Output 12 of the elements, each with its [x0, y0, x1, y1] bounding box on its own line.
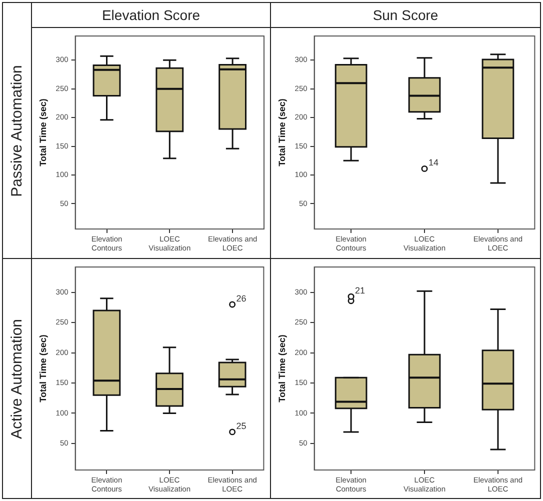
y-axis-title: Total Time (sec)	[276, 98, 287, 166]
y-axis-title: Total Time (sec)	[276, 334, 287, 402]
annotation: 26	[236, 293, 246, 304]
annotation: 14	[428, 158, 439, 168]
text: Passive Automation	[8, 64, 26, 196]
annotation: 25	[236, 420, 246, 431]
text: Active Automation	[8, 318, 26, 439]
chart-title: Elevation Score	[32, 3, 270, 28]
annotation: 21	[355, 286, 366, 296]
y-axis-title: Total Time (sec)	[38, 334, 48, 402]
chart-title: Sun Score	[271, 3, 540, 28]
y-axis-title: Total Time (sec)	[38, 98, 48, 166]
